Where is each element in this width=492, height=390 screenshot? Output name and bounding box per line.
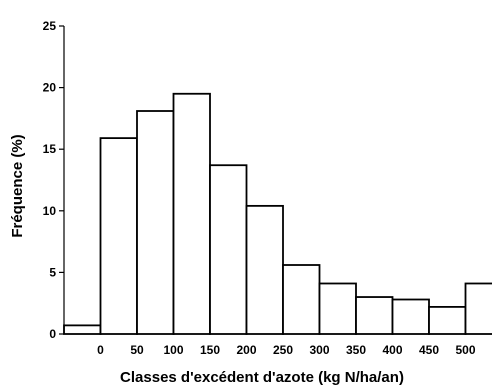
x-tick-label-1: 50 [130,343,144,357]
y-tick-label-2: 10 [43,204,57,218]
histogram-bar-0 [63,324,102,335]
y-tick-label-3: 15 [43,142,57,156]
bars-group [63,92,492,335]
histogram-bar-10 [428,305,467,335]
histogram-bar-9 [391,298,430,335]
x-tick-label-5: 250 [273,343,293,357]
histogram-bar-7 [318,282,357,335]
x-tick-label-9: 450 [419,343,439,357]
y-ticks-group: 0 5 10 15 20 25 [43,19,64,341]
histogram-bar-11 [464,282,492,335]
x-tick-label-4: 200 [236,343,256,357]
x-tick-label-6: 300 [309,343,329,357]
y-tick-label-1: 5 [49,265,56,279]
y-axis-title: Fréquence (%) [9,134,26,237]
x-tick-label-0: 0 [97,343,104,357]
x-tick-label-2: 100 [163,343,183,357]
histogram-bar-6 [282,264,321,335]
y-tick-label-0: 0 [49,327,56,341]
y-tick-label-4: 20 [43,81,57,95]
x-axis-title: Classes d'excédent d'azote (kg N/ha/an) [120,369,404,386]
histogram-bar-2 [136,110,175,335]
histogram-bar-5 [245,204,284,335]
histogram-bar-3 [172,92,211,335]
histogram-bar-1 [99,137,138,335]
histogram-bar-4 [209,164,248,335]
x-tick-label-10: 500 [455,343,475,357]
histogram-bar-8 [355,296,394,335]
x-ticks-group: 0 50 100 150 200 250 300 350 400 450 500 [97,343,476,357]
x-tick-label-8: 400 [382,343,402,357]
x-tick-label-7: 350 [346,343,366,357]
y-tick-label-5: 25 [43,19,57,33]
x-tick-label-3: 150 [200,343,220,357]
